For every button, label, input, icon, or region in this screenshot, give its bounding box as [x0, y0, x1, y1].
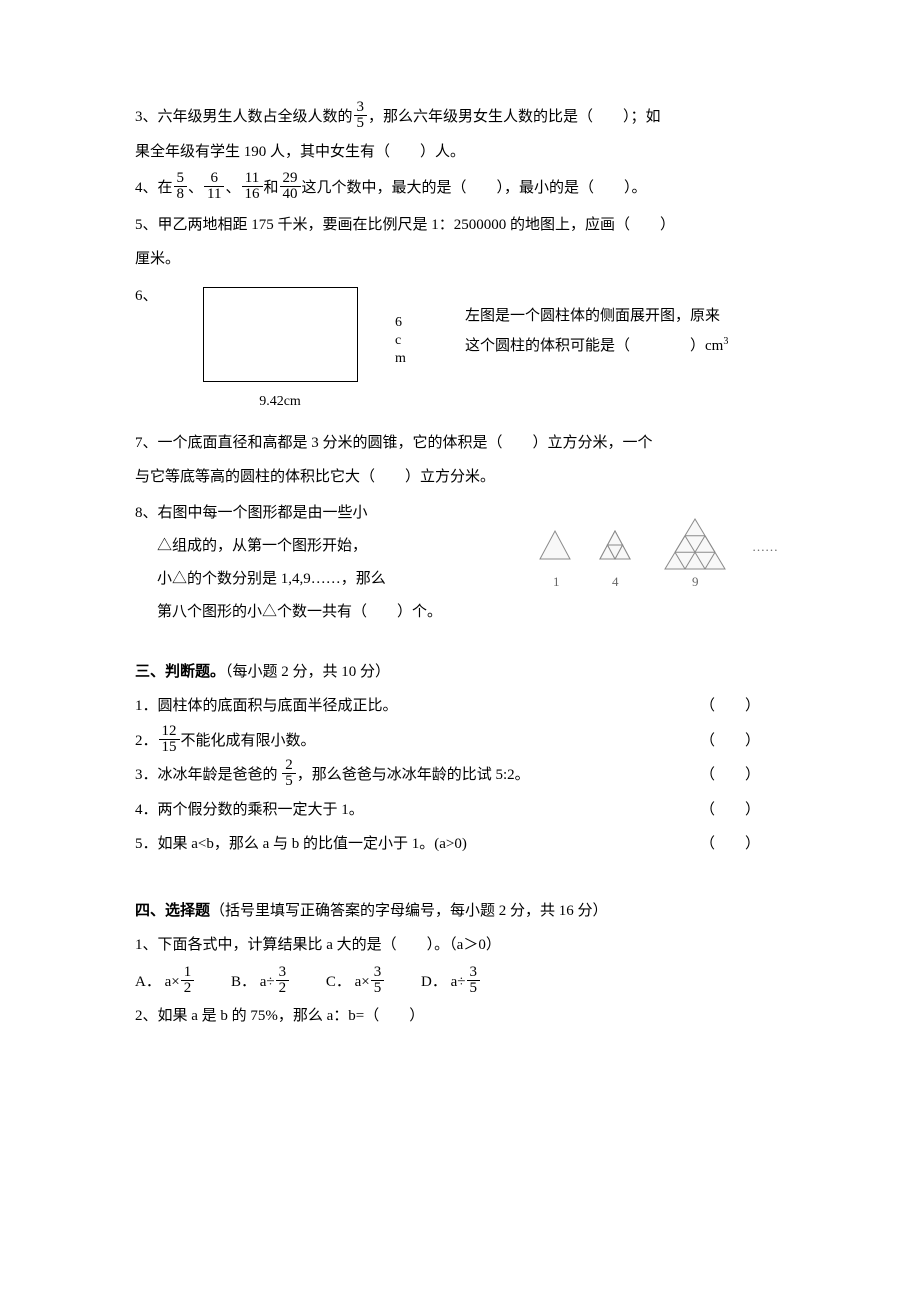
mc-q1: 1、下面各式中，计算结果比 a 大的是（ ）。（a＞0） [135, 928, 800, 963]
q4-sep-1: 、 [225, 180, 240, 196]
tf-item-4: 4．两个假分数的乘积一定大于 1。 （ ） [135, 793, 800, 828]
q4-and: 和 [264, 180, 279, 196]
q6-rectangle [203, 287, 358, 382]
mc-q1-stem: 1、下面各式中，计算结果比 a 大的是（ ）。（a＞0） [135, 937, 501, 953]
question-6: 6、 9.42cm 6 c m 左图是一个圆柱体的侧面展开图，原来 这个圆柱的体… [135, 279, 800, 418]
q8-l4: 第八个图形的小△个数一共有（ ）个。 [135, 596, 512, 629]
question-4: 4、在58、611、1116和2940这几个数中，最大的是（ ），最小的是（ ）… [135, 171, 800, 206]
tf-item-1: 1．圆柱体的底面积与底面半径成正比。 （ ） [135, 689, 800, 724]
tf3-text-b: ，那么爸爸与冰冰年龄的比试 5:2。 [297, 767, 530, 783]
tf5-text: 5．如果 a<b，那么 a 与 b 的比值一定小于 1。(a>0) [135, 836, 467, 852]
q8-label-1: 1 [553, 574, 560, 589]
q6-width-label: 9.42cm [165, 382, 395, 418]
q3-text-a: 3、六年级男生人数占全级人数的 [135, 109, 353, 125]
q4-frac-3: 2940 [280, 171, 301, 202]
q5-text-b: 厘米。 [135, 251, 180, 267]
q7-text-b: 与它等底等高的圆柱的体积比它大（ ）立方分米。 [135, 469, 495, 485]
q4-frac-0: 58 [174, 171, 188, 202]
q4-text-b: 这几个数中，最大的是（ ），最小的是（ ）。 [302, 180, 647, 196]
tf2-paren: （ ） [700, 724, 800, 759]
q8-l1: 8、右图中每一个图形都是由一些小 [135, 497, 512, 530]
q5-text-a: 5、甲乙两地相距 175 千米，要画在比例尺是 1：2500000 的地图上，应… [135, 217, 675, 233]
tf-item-3: 3．冰冰年龄是爸爸的 25，那么爸爸与冰冰年龄的比试 5:2。 （ ） [135, 758, 800, 793]
tf3-frac: 25 [282, 758, 296, 789]
q3-text-c: 果全年级有学生 190 人，其中女生有（ ）人。 [135, 144, 465, 160]
q8-l2: △组成的，从第一个图形开始， [135, 530, 512, 563]
q8-label-9: 9 [692, 574, 699, 589]
q8-l3: 小△的个数分别是 1,4,9……，那么 [135, 563, 512, 596]
tf5-paren: （ ） [700, 827, 800, 862]
q7-text-a: 7、一个底面直径和高都是 3 分米的圆锥，它的体积是（ ）立方分米，一个 [135, 435, 653, 451]
tf1-paren: （ ） [700, 689, 800, 724]
q6-figure: 9.42cm [165, 279, 395, 418]
q4-frac-1: 611 [204, 171, 224, 202]
q3-text-b: ，那么六年级男女生人数的比是（ ）；如 [368, 109, 661, 125]
question-3: 3、六年级男生人数占全级人数的35，那么六年级男女生人数的比是（ ）；如 果全年… [135, 100, 800, 169]
tf2-frac: 1215 [159, 724, 180, 755]
mc-head-bold: 四、选择题 [135, 903, 210, 919]
tf1-text: 1．圆柱体的底面积与底面半径成正比。 [135, 698, 398, 714]
q4-frac-2: 1116 [242, 171, 263, 202]
tf2-text-b: 不能化成有限小数。 [181, 733, 316, 749]
q8-label-4: 4 [612, 574, 619, 589]
tf-item-2: 2．1215不能化成有限小数。 （ ） [135, 724, 800, 759]
q6-text-a: 左图是一个圆柱体的侧面展开图，原来 [465, 308, 720, 324]
mc-q1-opt-a: A． a×12 [135, 965, 195, 1000]
q8-figure: 1 4 9 …… [512, 497, 800, 615]
q8-text: 8、右图中每一个图形都是由一些小 △组成的，从第一个图形开始， 小△的个数分别是… [135, 497, 512, 629]
mc-q1-opt-b: B． a÷32 [231, 965, 290, 1000]
q4-text-a: 4、在 [135, 180, 173, 196]
section-3-head: 三、判断题。（每小题 2 分，共 10 分） [135, 655, 800, 690]
mc-q1-opt-c: C． a×35 [326, 965, 385, 1000]
mc-head-rest: （括号里填写正确答案的字母编号，每小题 2 分，共 16 分） [210, 903, 608, 919]
section-4-head: 四、选择题（括号里填写正确答案的字母编号，每小题 2 分，共 16 分） [135, 894, 800, 929]
tf-head-bold: 三、判断题。 [135, 664, 225, 680]
mc-q2-stem: 2、如果 a 是 b 的 75%，那么 a：b=（ ） [135, 1008, 424, 1024]
question-5: 5、甲乙两地相距 175 千米，要画在比例尺是 1：2500000 的地图上，应… [135, 208, 800, 277]
tf4-text: 4．两个假分数的乘积一定大于 1。 [135, 802, 364, 818]
tf4-paren: （ ） [700, 793, 800, 828]
question-7: 7、一个底面直径和高都是 3 分米的圆锥，它的体积是（ ）立方分米，一个 与它等… [135, 426, 800, 495]
tf2-text-a: 2． [135, 733, 158, 749]
tf-item-5: 5．如果 a<b，那么 a 与 b 的比值一定小于 1。(a>0) （ ） [135, 827, 800, 862]
tf-head-rest: （每小题 2 分，共 10 分） [225, 664, 390, 680]
q8-ellipsis: …… [752, 539, 778, 554]
tf3-text-a: 3．冰冰年龄是爸爸的 [135, 767, 281, 783]
q6-sup: 3 [723, 336, 728, 347]
question-8: 8、右图中每一个图形都是由一些小 △组成的，从第一个图形开始， 小△的个数分别是… [135, 497, 800, 629]
q6-text: 左图是一个圆柱体的侧面展开图，原来 这个圆柱的体积可能是（ ）cm3 [425, 279, 800, 361]
mc-q1-options: A． a×12 B． a÷32 C． a×35 D． a÷35 [135, 965, 800, 1000]
q4-sep-0: 、 [188, 180, 203, 196]
q3-frac: 35 [354, 100, 368, 131]
q6-label: 6、 [135, 279, 165, 314]
q6-text-b: 这个圆柱的体积可能是（ ）cm [465, 338, 723, 354]
page: 3、六年级男生人数占全级人数的35，那么六年级男女生人数的比是（ ）；如 果全年… [0, 0, 920, 1096]
q6-height-label: 6 c m [395, 279, 425, 369]
tf3-paren: （ ） [700, 758, 800, 793]
mc-q1-opt-d: D． a÷35 [421, 965, 481, 1000]
mc-q2: 2、如果 a 是 b 的 75%，那么 a：b=（ ） [135, 999, 800, 1034]
